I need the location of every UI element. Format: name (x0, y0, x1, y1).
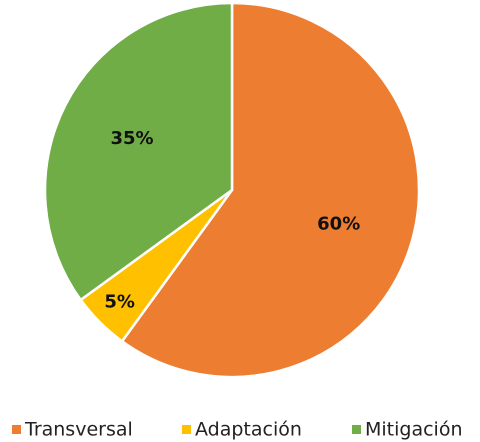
legend-label: Adaptación (195, 419, 302, 441)
slice-label: 5% (104, 291, 135, 312)
legend-swatch (12, 425, 21, 434)
slice-label: 35% (110, 128, 153, 149)
pie-slice (43, 1, 234, 302)
legend-label: Transversal (24, 419, 133, 441)
pie-slice (120, 1, 421, 379)
slice-label: 60% (317, 214, 360, 235)
legend-swatch (352, 425, 361, 434)
legend-label: Mitigación (365, 419, 463, 441)
legend-swatch (182, 425, 191, 434)
